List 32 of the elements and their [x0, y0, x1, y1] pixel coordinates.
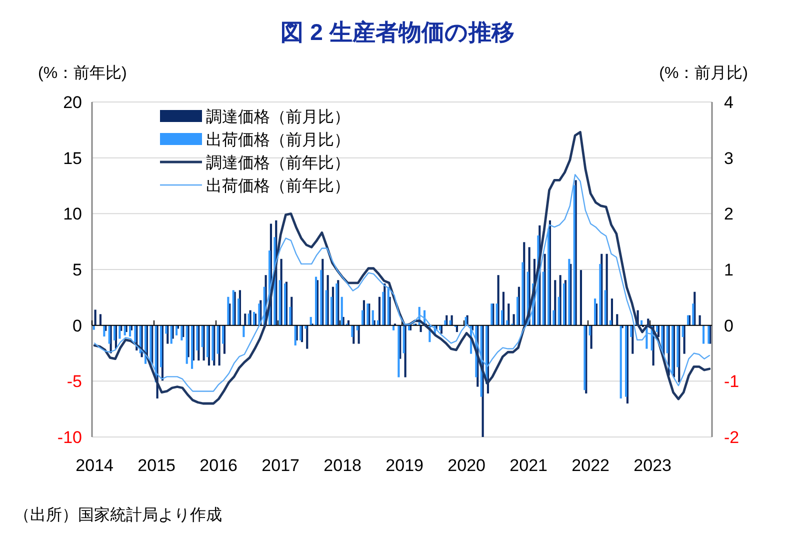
y-axis-title: (%：前年比)	[38, 64, 127, 82]
y2-tick-label: 4	[724, 93, 734, 112]
x-tick-label: 2014	[76, 456, 114, 475]
y-tick-label: -10	[57, 428, 82, 447]
text: （出所）国家統計局より作成	[14, 506, 222, 524]
y-tick-label: 0	[72, 316, 82, 336]
x-tick-label: 2021	[510, 456, 548, 475]
legend-label: 出荷価格（前年比）	[206, 177, 350, 195]
x-tick-label: 2023	[634, 456, 672, 475]
x-tick-label: 2020	[448, 456, 486, 475]
y-tick-label: 5	[72, 260, 82, 280]
legend-label: 出荷価格（前月比）	[206, 131, 350, 149]
legend-label: 調達価格（前月比）	[206, 108, 350, 126]
y-tick-label: 15	[63, 148, 82, 168]
legend-label: 調達価格（前年比）	[206, 154, 350, 172]
x-tick-label: 2015	[138, 456, 176, 475]
y-tick-label: 10	[63, 204, 82, 224]
y2-tick-label: 2	[724, 204, 734, 224]
x-tick-label: 2022	[572, 456, 610, 475]
y2-tick-label: 0	[724, 316, 734, 336]
chart-title: 図 2 生産者物価の推移	[280, 19, 514, 45]
y-tick-label: -5	[66, 372, 82, 392]
y2-tick-label: -2	[724, 428, 740, 447]
y-tick-label: 20	[63, 93, 82, 112]
y2-tick-label: 3	[724, 148, 734, 168]
x-tick-label: 2016	[200, 456, 238, 475]
y2-tick-label: 1	[724, 260, 734, 280]
y2-tick-label: -1	[724, 372, 740, 392]
x-tick-label: 2017	[262, 456, 300, 475]
x-tick-label: 2018	[324, 456, 362, 475]
y2-axis-title: (%：前月比)	[659, 64, 748, 82]
x-tick-label: 2019	[386, 456, 424, 475]
